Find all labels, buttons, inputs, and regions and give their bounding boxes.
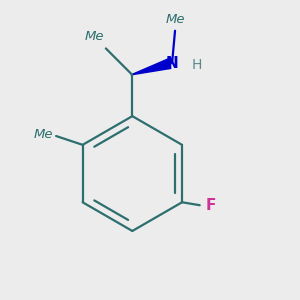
Polygon shape bbox=[131, 58, 171, 75]
Text: N: N bbox=[166, 56, 178, 70]
Text: Me: Me bbox=[165, 13, 185, 26]
Text: F: F bbox=[206, 198, 216, 213]
Text: Me: Me bbox=[34, 128, 53, 141]
Text: Me: Me bbox=[85, 30, 104, 43]
Text: H: H bbox=[191, 58, 202, 73]
